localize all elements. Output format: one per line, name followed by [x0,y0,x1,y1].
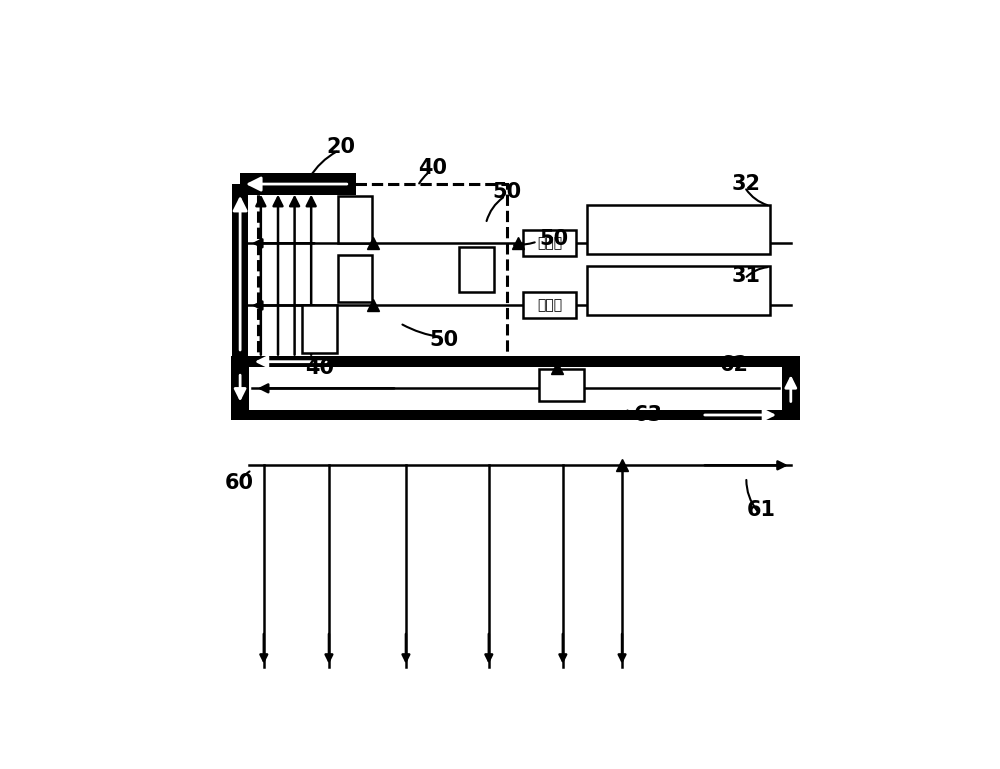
Bar [523,230,576,256]
Bar [338,196,372,243]
Text: 贴条码: 贴条码 [537,236,562,250]
Bar [258,184,507,358]
Text: 61: 61 [747,500,776,520]
Text: 40: 40 [306,358,335,378]
Text: 32: 32 [732,174,761,194]
Text: 40: 40 [418,158,447,178]
Text: 50: 50 [492,181,521,201]
Text: 31: 31 [732,266,761,286]
Bar [240,356,791,367]
Bar [232,184,248,361]
Bar [459,248,494,291]
Bar [240,410,791,421]
Text: 62: 62 [720,355,749,375]
Bar [782,356,800,421]
Bar [302,305,337,353]
Bar [539,369,584,401]
Text: 50: 50 [539,228,568,248]
Bar [523,292,576,318]
Text: 63: 63 [634,405,663,425]
Text: 50: 50 [430,330,459,350]
Bar [338,255,372,302]
Bar [240,173,356,195]
Bar [231,356,249,421]
Bar [587,266,770,315]
Text: 20: 20 [326,138,355,158]
Bar [587,205,770,254]
Text: 贴条码: 贴条码 [537,298,562,312]
Text: 60: 60 [224,473,253,493]
